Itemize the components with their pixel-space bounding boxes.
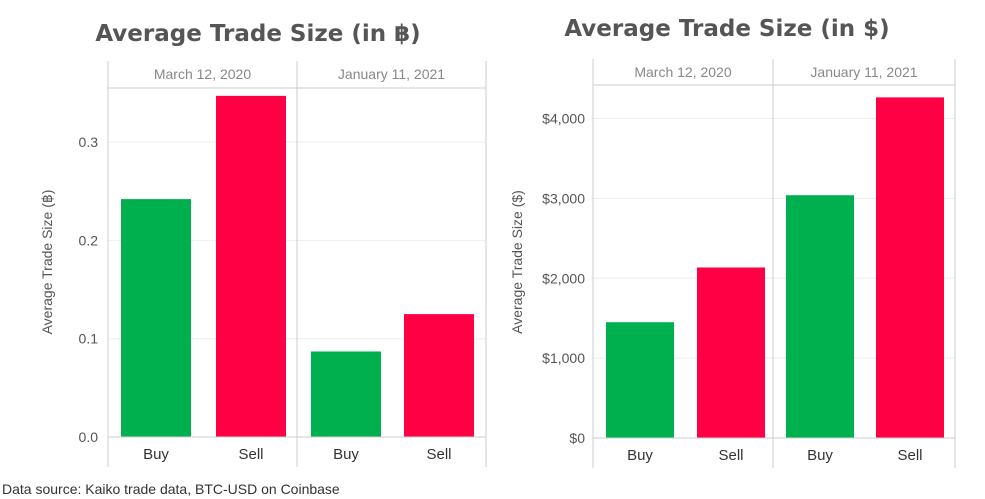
x-tick-label: Sell <box>238 446 263 463</box>
x-tick-label: Sell <box>718 447 743 464</box>
chart-panel-2: Average Trade Size (in $) March 12, 2020 J… <box>509 16 956 468</box>
facet-strip <box>593 59 773 85</box>
y-tick-label: 0.3 <box>79 134 99 150</box>
data-source-note: Data source: Kaiko trade data, BTC-USD o… <box>2 481 340 497</box>
x-tick-label: Buy <box>143 446 169 463</box>
chart-panel-1: Average Trade Size (in ฿) March 12, 2020 J… <box>39 21 487 467</box>
facet-label: January 11, 2021 <box>810 64 917 80</box>
x-tick-label: Buy <box>627 447 653 464</box>
y-tick-label: $3,000 <box>542 190 585 206</box>
x-tick-label: Sell <box>897 447 922 464</box>
facet-label: January 11, 2021 <box>338 66 445 82</box>
x-tick-label: Buy <box>807 447 833 464</box>
bar-buy <box>606 322 674 438</box>
y-tick-label: 0.2 <box>79 232 99 248</box>
facet-label: March 12, 2020 <box>154 66 251 82</box>
bar-buy <box>786 195 854 438</box>
bar-buy <box>121 199 191 437</box>
y-tick-label: $2,000 <box>542 270 585 286</box>
y-tick-label: 0.1 <box>79 331 99 347</box>
bar-sell <box>404 314 474 437</box>
facet-strip <box>297 61 486 88</box>
bar-sell <box>216 95 286 437</box>
bar-buy <box>311 351 381 437</box>
y-tick-label: $0 <box>569 430 585 446</box>
y-axis-label: Average Trade Size (฿) <box>39 190 55 335</box>
y-tick-label: $4,000 <box>542 111 585 127</box>
x-tick-label: Buy <box>333 446 359 463</box>
y-tick-label: $1,000 <box>542 350 585 366</box>
y-tick-label: 0.0 <box>79 429 99 445</box>
bar-sell <box>697 267 765 438</box>
y-axis-label: Average Trade Size ($) <box>509 190 525 334</box>
x-tick-label: Sell <box>426 446 451 463</box>
facet-strip <box>773 59 955 85</box>
chart-title: Average Trade Size (in $) <box>564 16 889 42</box>
facet-label: March 12, 2020 <box>634 64 731 80</box>
facet-strip <box>108 61 297 88</box>
bar-sell <box>876 97 944 438</box>
chart-title: Average Trade Size (in ฿) <box>95 21 420 47</box>
